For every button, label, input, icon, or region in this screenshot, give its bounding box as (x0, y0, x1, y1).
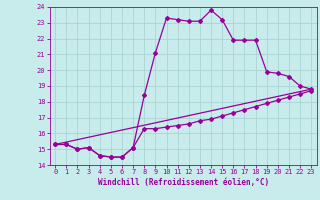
X-axis label: Windchill (Refroidissement éolien,°C): Windchill (Refroidissement éolien,°C) (98, 178, 269, 187)
